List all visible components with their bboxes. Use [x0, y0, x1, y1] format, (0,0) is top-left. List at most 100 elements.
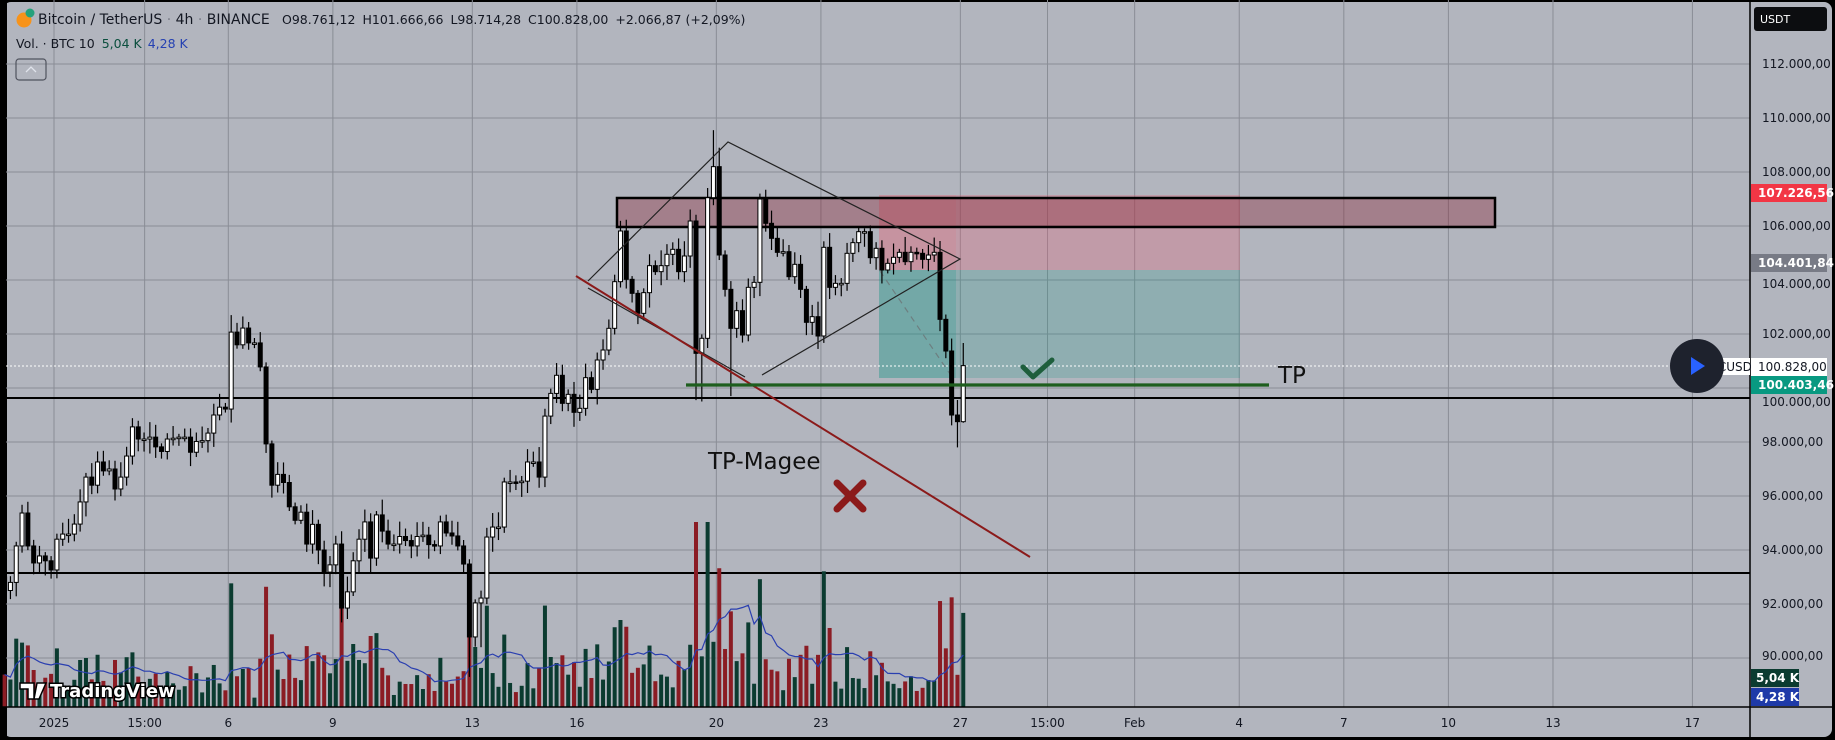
candle-body [896, 251, 902, 258]
candle-body [949, 350, 955, 416]
candle [240, 316, 246, 349]
candle [594, 352, 600, 405]
candle-body [525, 461, 531, 482]
volume-bar [479, 667, 484, 707]
candle-body [687, 220, 693, 257]
candle-body [83, 476, 89, 503]
volume-bar [938, 601, 943, 707]
candle [42, 552, 48, 576]
volume-bar [269, 634, 274, 707]
time-tick-label: 7 [1340, 716, 1348, 730]
price-axis[interactable]: 112.000,00 110.000,00 108.000,00 106.000,00… [1762, 57, 1831, 663]
candle [525, 449, 531, 493]
candle-body [153, 436, 159, 448]
candle-body [617, 230, 623, 283]
volume-bar [589, 677, 594, 707]
candle [652, 260, 658, 275]
volume-bar [176, 689, 181, 707]
candle-body [472, 602, 478, 638]
candle [25, 501, 31, 551]
volume-bar [601, 679, 606, 707]
volume-bar [554, 663, 559, 707]
candle-body [722, 254, 728, 290]
volume-bar [264, 586, 269, 707]
volume-bar [252, 697, 257, 707]
volume-bar [566, 674, 571, 707]
volume-bar [571, 662, 576, 707]
replay-play-button[interactable] [1670, 339, 1724, 393]
volume-bar [415, 675, 420, 707]
candle-body [920, 252, 926, 260]
candle-body [548, 392, 554, 417]
candle [147, 422, 153, 454]
volume-bar [635, 667, 640, 707]
candle-body [925, 254, 931, 260]
candle [490, 513, 496, 552]
interval[interactable]: 4h [176, 12, 194, 28]
volume-bar [618, 620, 623, 707]
candle-body [583, 377, 589, 409]
volume-bar [612, 627, 617, 707]
symbol-legend[interactable]: Bitcoin / TetherUS · 4h · BINANCE O98.76… [16, 8, 745, 52]
time-axis[interactable]: 2025 15:00 6 9 13 16 20 23 27 15:00 Feb 4 7 10 13 17 [39, 716, 1700, 730]
candle-body [501, 481, 507, 528]
candle [705, 187, 711, 348]
volume-bar [310, 661, 315, 707]
candle-body [716, 166, 722, 256]
time-tick-label: 15:00 [127, 716, 162, 730]
candle [141, 432, 147, 452]
currency-button[interactable]: USDT [1754, 7, 1827, 31]
candle-body [362, 521, 368, 540]
candle [803, 285, 809, 336]
candle-body [286, 482, 292, 508]
volume-bar [525, 663, 530, 707]
candle-body [960, 365, 966, 423]
candle [728, 281, 734, 397]
volume-bar [798, 654, 803, 707]
candle-body [676, 248, 682, 273]
volume-bar [583, 648, 588, 707]
candle [588, 371, 594, 394]
candle-body [652, 265, 658, 273]
volume-bar [211, 664, 216, 707]
candle [943, 314, 949, 359]
candle [745, 278, 751, 342]
price-tick-label: 98.000,00 [1762, 435, 1823, 449]
candle-body [821, 246, 827, 337]
candle [304, 503, 310, 552]
candle-body [635, 292, 641, 314]
volume-bar [885, 681, 890, 707]
volume-bar [734, 661, 739, 707]
volume-bar [235, 676, 240, 707]
volume-bar [8, 679, 13, 707]
candle [443, 514, 449, 537]
candle [896, 248, 902, 263]
resistance-zone[interactable] [615, 196, 1497, 229]
candle-body [838, 282, 844, 286]
candle [908, 246, 914, 272]
time-tick-label: 27 [953, 716, 968, 730]
candle [176, 433, 182, 446]
candle [286, 474, 292, 511]
collapse-legend-button[interactable] [15, 58, 47, 81]
candle-body [954, 414, 960, 423]
volume-bar [792, 677, 797, 707]
time-tick-label: 13 [1545, 716, 1560, 730]
symbol-name[interactable]: Bitcoin / TetherUS [38, 12, 162, 28]
trend-line[interactable] [575, 275, 1031, 558]
volume-bar [78, 659, 83, 707]
volume-bar [856, 678, 861, 707]
candle-body [350, 560, 356, 593]
candle [798, 255, 804, 298]
price-label-last: 100.828,00 [1751, 358, 1827, 376]
volume-bar [914, 690, 919, 707]
volume-bar [438, 657, 443, 707]
candle [792, 252, 798, 284]
candle-body [670, 248, 676, 255]
candle [617, 220, 623, 288]
volume-legend[interactable]: Vol. · BTC 10 5,04 K 4,28 K [16, 36, 189, 51]
candle [339, 531, 345, 623]
volume-bar [89, 679, 94, 707]
volume-bar [537, 667, 542, 707]
